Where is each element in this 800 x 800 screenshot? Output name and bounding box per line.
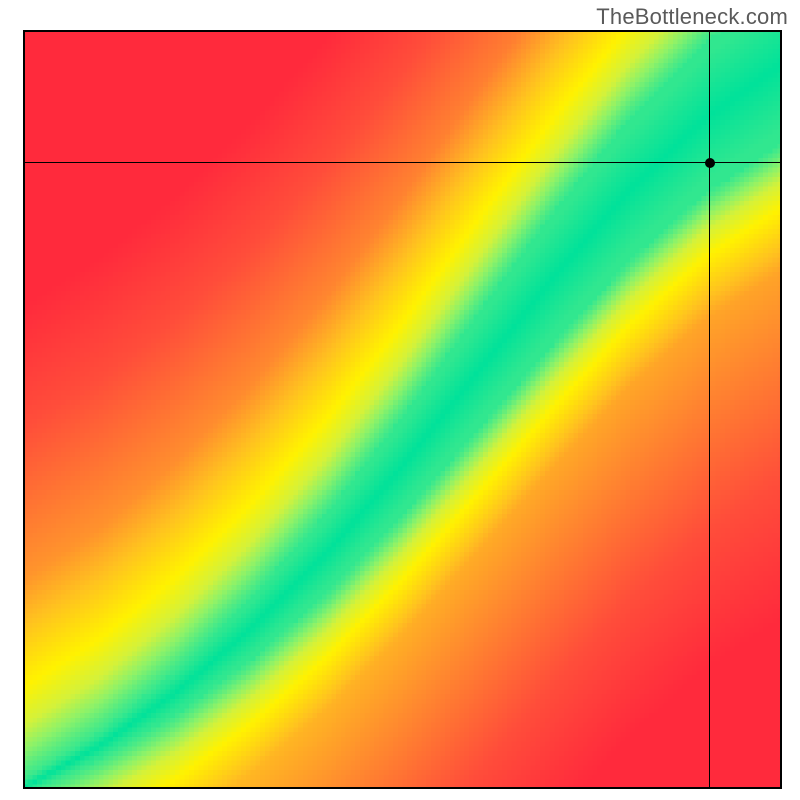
heatmap-plot-area [23,30,782,789]
crosshair-point-marker [705,158,715,168]
crosshair-vertical-line [709,30,710,789]
watermark-text: TheBottleneck.com [596,4,788,30]
crosshair-horizontal-line [23,162,782,163]
heatmap-canvas [23,30,782,789]
chart-container: TheBottleneck.com [0,0,800,800]
